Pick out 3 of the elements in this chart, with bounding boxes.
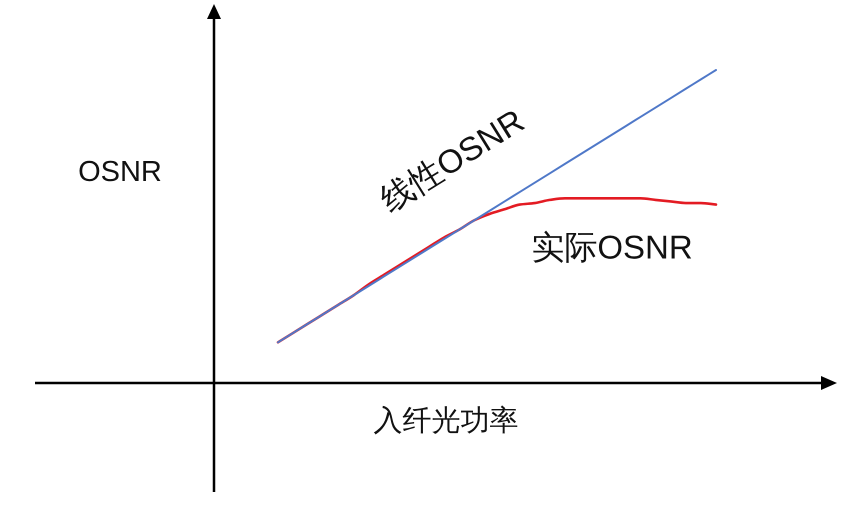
ylabel: OSNR bbox=[78, 156, 162, 188]
xlabel: 入纤光功率 bbox=[374, 405, 518, 437]
series-label: 实际OSNR bbox=[531, 228, 693, 266]
